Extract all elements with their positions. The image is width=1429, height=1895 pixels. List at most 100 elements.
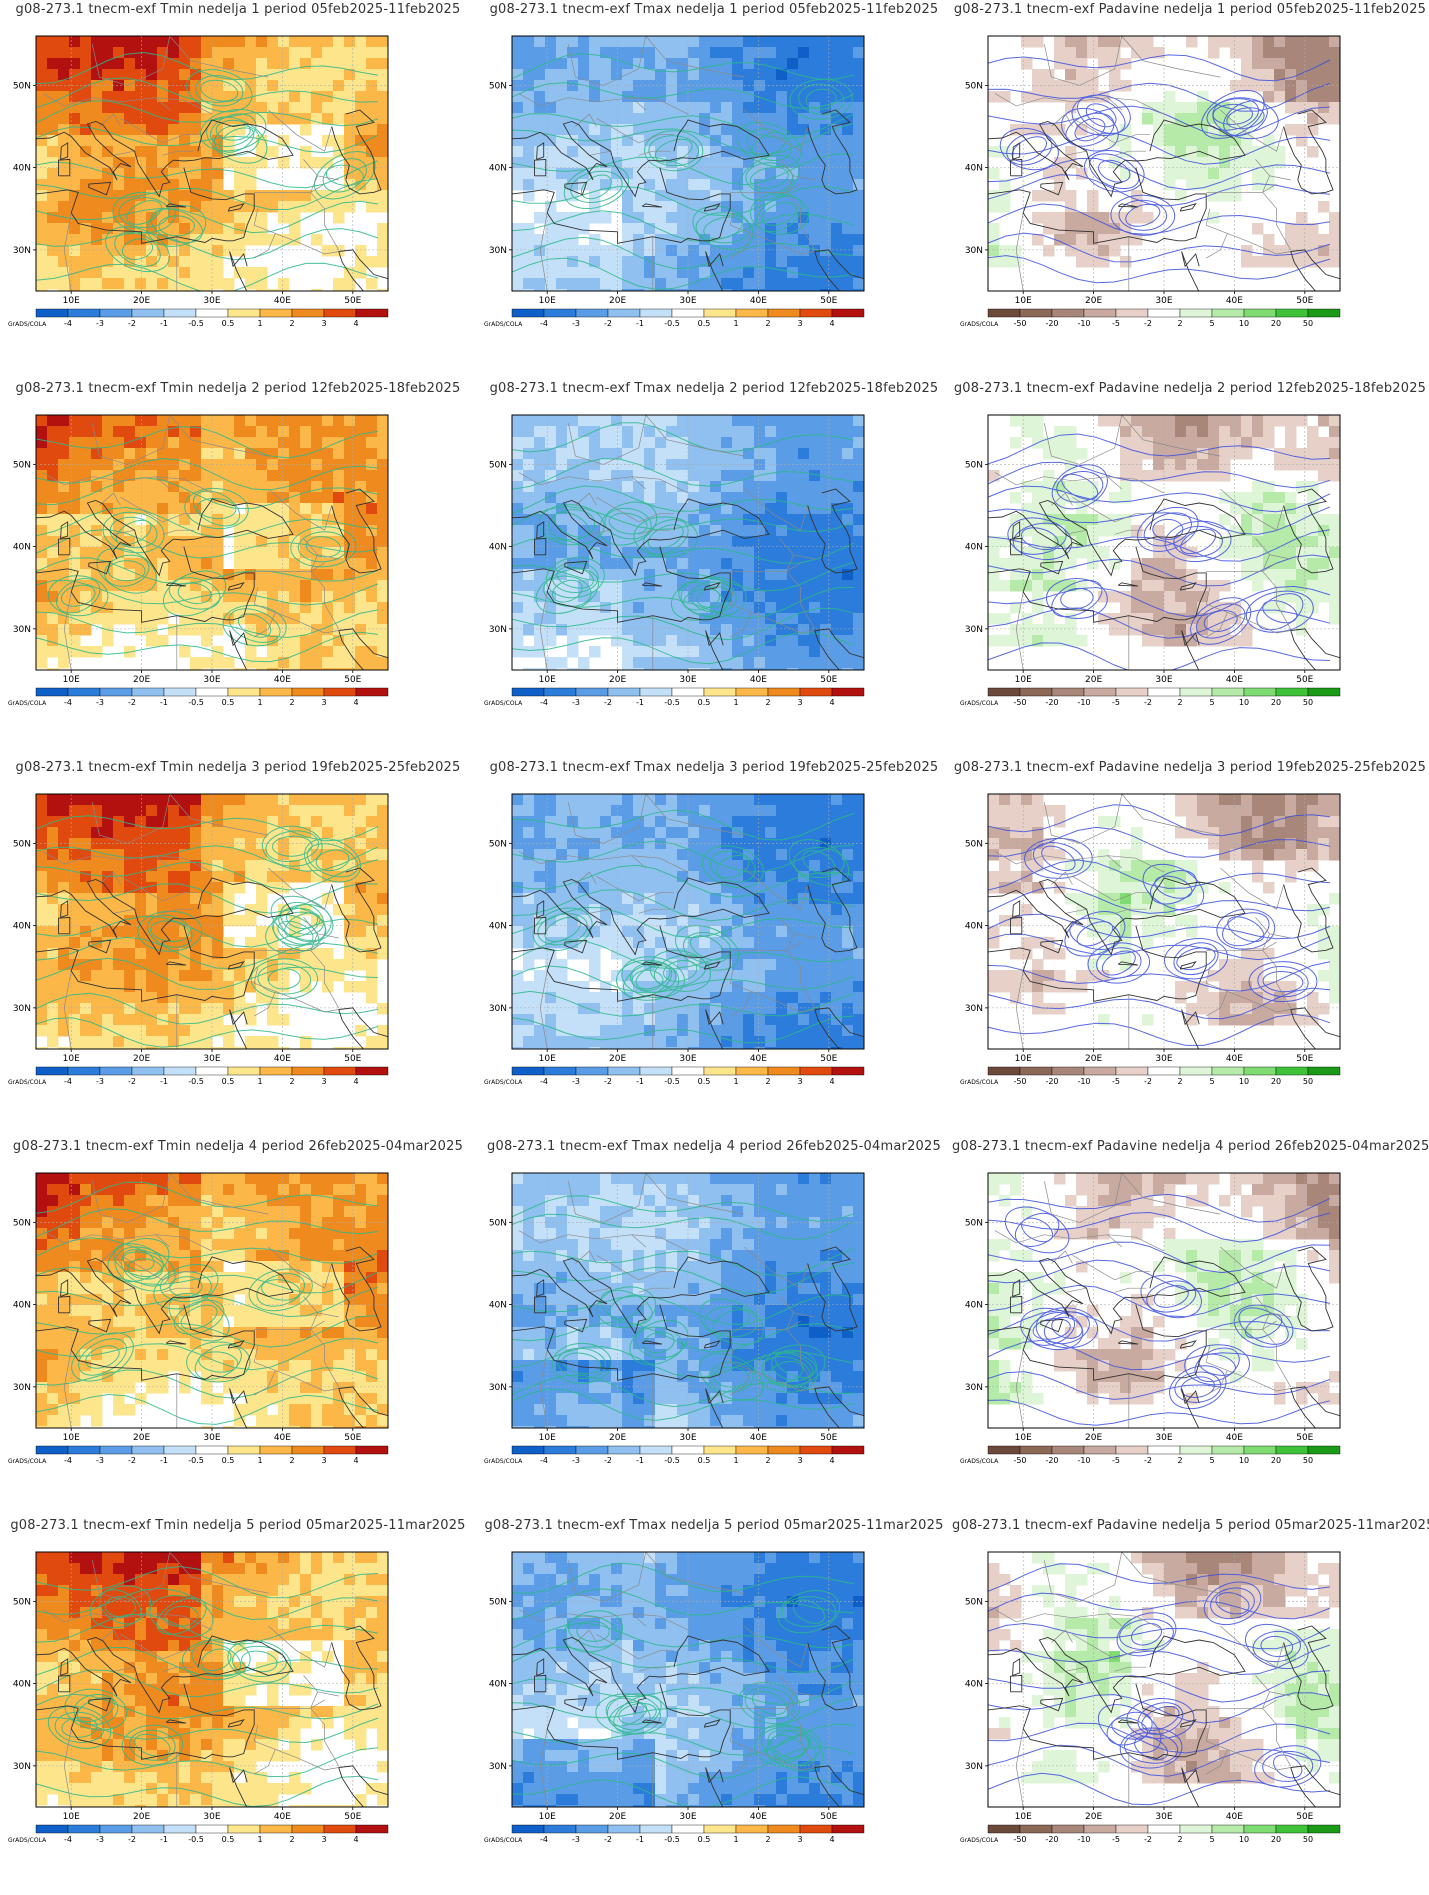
colorbar-label: 2 [765,1077,770,1086]
colorbar: -50 -20 -10 -5 -2 2 5 10 20 50 GrADS/COLA [960,1445,1341,1465]
anomaly-field [36,36,388,291]
lon-tick-label: 30E [1155,1812,1172,1822]
colorbar-swatch [67,1824,101,1834]
colorbar-label: -3 [572,698,580,707]
colorbar-swatch [799,1824,833,1834]
colorbar-label: -10 [1077,1456,1090,1465]
coastline [988,488,1340,670]
graticule [512,1552,864,1807]
lat-tick-label: 30N [13,1383,31,1393]
lat-tick-label: 40N [489,1301,507,1311]
colorbar-swatch [1051,308,1085,318]
colorbar-label: -1 [636,1077,644,1086]
colorbar-label: -4 [540,319,548,328]
colorbar-label: 2 [289,319,294,328]
lat-tick-label: 50N [13,1218,31,1228]
lat-tick-label: 40N [13,164,31,174]
lat-tick-label: 30N [13,625,31,635]
colorbar-swatch [1243,1066,1277,1076]
anomaly-field [36,794,388,1049]
colorbar-label: 3 [797,1077,802,1086]
lon-tick-label: 10E [63,1433,80,1443]
map-panel-padavine-week-4: g08-273.1 tnecm-exf Padavine nedelja 4 p… [952,1137,1429,1516]
colorbar-label: 10 [1239,1077,1249,1086]
colorbar-label: -0.5 [664,698,680,707]
colorbar-label: 0.5 [222,1835,235,1844]
colorbar-label: 2 [289,1456,294,1465]
coastline [36,109,388,291]
colorbar-label: 1 [733,1456,738,1465]
country-borders [994,415,1292,670]
colorbar-swatch [1211,1824,1245,1834]
contour-lines [512,1562,855,1807]
colorbar-label: -5 [1112,1835,1120,1844]
lat-tick-label: 50N [965,839,983,849]
colorbar-label: 1 [257,1077,262,1086]
colorbar-label: 50 [1303,1456,1313,1465]
colorbar-swatch [735,1066,769,1076]
colorbar-label: 20 [1271,698,1281,707]
colorbar-swatch [67,1445,101,1455]
anomaly-field [512,415,864,670]
map-panel-tmin-week-2: g08-273.1 tnecm-exf Tmin nedelja 2 perio… [0,379,476,758]
colorbar-label: 4 [353,1077,358,1086]
colorbar-label: 4 [829,698,834,707]
panel-title: g08-273.1 tnecm-exf Tmax nedelja 4 perio… [487,1139,941,1154]
colorbar-swatch [671,687,705,697]
colorbar-swatch [639,1445,673,1455]
lat-tick-label: 40N [13,1301,31,1311]
colorbar-swatch [1147,308,1181,318]
map-plot: 10E 20E 30E 40E 50E 50N 40N 30N -50 -20 -10 -5 -2 2 5 1… [960,414,1341,707]
colorbar-swatch [1179,687,1213,697]
lat-tick-label: 50N [13,81,31,91]
panel-title: g08-273.1 tnecm-exf Padavine nedelja 5 p… [952,1518,1429,1533]
lon-tick-label: 30E [1155,296,1172,306]
lon-tick-label: 20E [133,675,150,685]
colorbar-label: 0.5 [698,1077,711,1086]
colorbar-label: 20 [1271,319,1281,328]
lon-tick-label: 50E [820,1433,837,1443]
lat-tick-label: 30N [965,1383,983,1393]
lat-tick-label: 30N [13,1762,31,1772]
colorbar: -4 -3 -2 -1 -0.5 0.5 1 2 3 4 GrADS/COLA [8,1066,389,1086]
anomaly-field [512,1173,864,1428]
colorbar-swatch [671,1445,705,1455]
colorbar-label: 0.5 [698,1835,711,1844]
coastline [988,867,1340,1049]
anomaly-field [988,1173,1340,1428]
colorbar-swatch [1051,687,1085,697]
colorbar-swatch [1179,308,1213,318]
colorbar-swatch [323,308,357,318]
colorbar-swatch [163,308,197,318]
colorbar-label: 3 [321,698,326,707]
colorbar-label: -2 [128,1456,136,1465]
colorbar-label: 2 [1177,1077,1182,1086]
anomaly-field [36,1173,388,1428]
colorbar-label: -0.5 [664,1835,680,1844]
colorbar-label: 3 [797,1456,802,1465]
colorbar-swatch [703,687,737,697]
lat-tick-label: 50N [13,1597,31,1607]
colorbar-label: -2 [1144,319,1152,328]
country-borders [994,794,1292,1049]
lon-tick-label: 10E [63,1812,80,1822]
lon-tick-label: 40E [274,1054,291,1064]
map-plot: 10E 20E 30E 40E 50E 50N 40N 30N -50 -20 -10 -5 -2 2 5 1… [960,1172,1341,1465]
colorbar-swatch [1211,308,1245,318]
colorbar-swatch [1243,687,1277,697]
colorbar-swatch [355,1066,389,1076]
colorbar-swatch [799,1445,833,1455]
lon-tick-label: 40E [274,296,291,306]
colorbar: -50 -20 -10 -5 -2 2 5 10 20 50 GrADS/COLA [960,1824,1341,1844]
colorbar-swatch [831,687,865,697]
lon-tick-label: 40E [1226,675,1243,685]
colorbar-label: -4 [540,1456,548,1465]
colorbar-label: -20 [1045,698,1058,707]
lon-tick-label: 30E [679,1054,696,1064]
colorbar-swatch [99,308,133,318]
colorbar: -4 -3 -2 -1 -0.5 0.5 1 2 3 4 GrADS/COLA [484,1824,865,1844]
lat-tick-label: 50N [965,460,983,470]
colorbar: -50 -20 -10 -5 -2 2 5 10 20 50 GrADS/COLA [960,1066,1341,1086]
colorbar-label: -3 [572,319,580,328]
